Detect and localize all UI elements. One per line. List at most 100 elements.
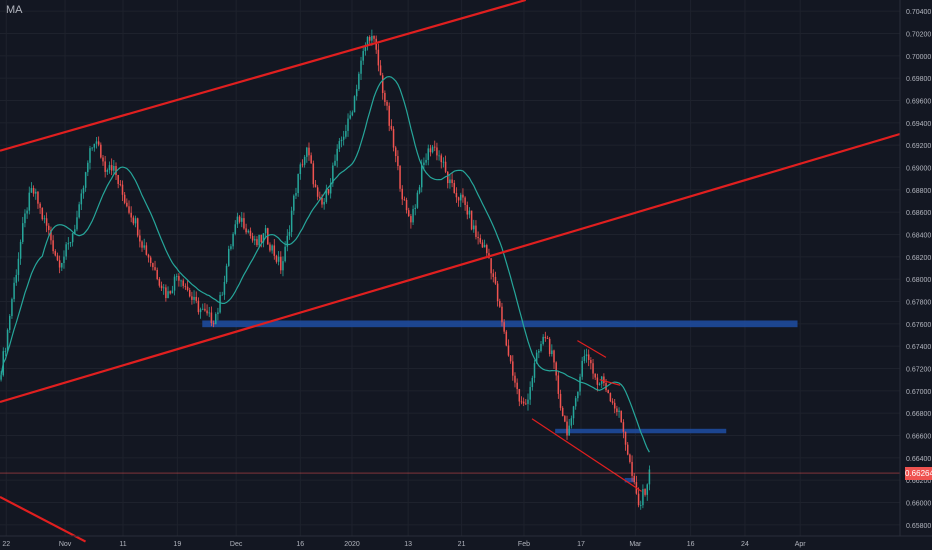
candle-body — [525, 403, 527, 405]
candle-body — [58, 260, 61, 268]
y-tick-label: 0.66800 — [906, 411, 931, 418]
candle-body — [50, 230, 52, 241]
upper-channel[interactable] — [0, 0, 527, 152]
candle-body — [301, 164, 304, 166]
candle-body — [249, 230, 252, 236]
candle-body — [561, 407, 564, 417]
candle-body — [518, 389, 521, 402]
candle-body — [110, 165, 113, 171]
wedge-mid[interactable] — [599, 379, 621, 386]
y-tick-label: 0.67600 — [906, 322, 931, 329]
candle-body — [180, 280, 182, 282]
candle-body — [566, 421, 568, 436]
indicator-label[interactable]: MA — [6, 4, 23, 16]
candle-body — [332, 165, 334, 184]
candle-body — [327, 189, 330, 194]
x-tick-label: Mar — [629, 541, 642, 548]
candle-body — [433, 146, 436, 148]
y-tick-label: 0.69000 — [906, 166, 931, 173]
candle-body — [351, 112, 354, 116]
candle-body — [145, 245, 148, 255]
candle-body — [598, 383, 601, 385]
candle-body — [280, 256, 282, 271]
candle-body — [559, 393, 562, 408]
candle-body — [74, 229, 76, 234]
candle-body — [564, 416, 566, 422]
candle-body — [188, 290, 191, 297]
candle-body — [232, 233, 234, 247]
candle-body — [121, 184, 124, 195]
wedge-top[interactable] — [577, 340, 607, 358]
y-tick-label: 0.66600 — [906, 434, 931, 441]
candle-body — [631, 461, 633, 476]
candle-body — [414, 207, 416, 210]
x-tick-label: 16 — [687, 541, 695, 548]
candle-body — [429, 148, 432, 153]
candle-body — [284, 246, 286, 262]
candle-body — [574, 398, 577, 407]
candle-body — [26, 210, 28, 214]
candle-body — [509, 355, 512, 362]
candle-body — [420, 164, 423, 188]
lower-left-segment[interactable] — [0, 495, 87, 543]
candle-body — [557, 375, 560, 394]
candle-body — [130, 212, 132, 218]
candle-body — [223, 281, 226, 295]
candle-body — [616, 408, 618, 413]
candle-body — [438, 155, 440, 157]
candle-body — [106, 169, 109, 172]
candle-body — [22, 223, 24, 242]
x-tick-label: 16 — [296, 541, 304, 548]
candle-body — [416, 192, 419, 208]
candle-body — [449, 179, 451, 184]
candle-body — [4, 351, 7, 352]
lower-channel[interactable] — [0, 132, 901, 404]
candle-body — [477, 236, 479, 239]
small-box[interactable] — [624, 477, 635, 483]
candle-body — [19, 241, 22, 259]
candle-body — [41, 207, 44, 220]
candle-body — [353, 96, 356, 113]
candle-body — [167, 291, 169, 299]
candle-body — [277, 256, 280, 262]
candle-body — [293, 195, 295, 211]
candle-body — [373, 35, 375, 39]
candle-body — [104, 161, 106, 172]
candle-body — [394, 147, 397, 157]
trend-lines[interactable] — [0, 0, 901, 543]
candle-body — [141, 241, 143, 248]
candle-body — [245, 228, 247, 233]
candle-body — [355, 89, 358, 97]
resistance-zone[interactable] — [202, 320, 798, 328]
candle-body — [76, 217, 78, 230]
candle-body — [548, 338, 551, 355]
candle-body — [160, 285, 163, 289]
candle-body — [323, 201, 325, 205]
candle-body — [78, 204, 80, 218]
candle-body — [63, 256, 65, 264]
candle-body — [147, 254, 150, 258]
candle-body — [336, 148, 338, 161]
candle-body — [56, 255, 59, 261]
candle-body — [527, 399, 529, 404]
time-axis[interactable]: 22 Nov 11 19 Dec 16 2020 13 21 Feb 17 Mar 16 24 Apr — [2, 541, 806, 548]
candle-body — [388, 105, 390, 126]
candle-body — [637, 493, 640, 506]
candle-body — [462, 194, 464, 198]
candle-body — [37, 191, 39, 204]
candle-body — [290, 210, 293, 232]
candle-body — [80, 193, 83, 205]
y-tick-label: 0.67000 — [906, 389, 931, 396]
candle-body — [139, 235, 141, 242]
candle-body — [128, 206, 130, 213]
candle-body — [639, 505, 642, 506]
candle-body — [460, 194, 462, 201]
candle-body — [492, 273, 495, 277]
price-axis[interactable]: 0.70400 0.70200 0.70000 0.69800 0.69600 0.694… — [906, 9, 931, 530]
candle-body — [217, 312, 219, 315]
candle-body — [169, 291, 171, 294]
wedge-bottom[interactable] — [531, 418, 642, 492]
candle-body — [442, 161, 445, 163]
